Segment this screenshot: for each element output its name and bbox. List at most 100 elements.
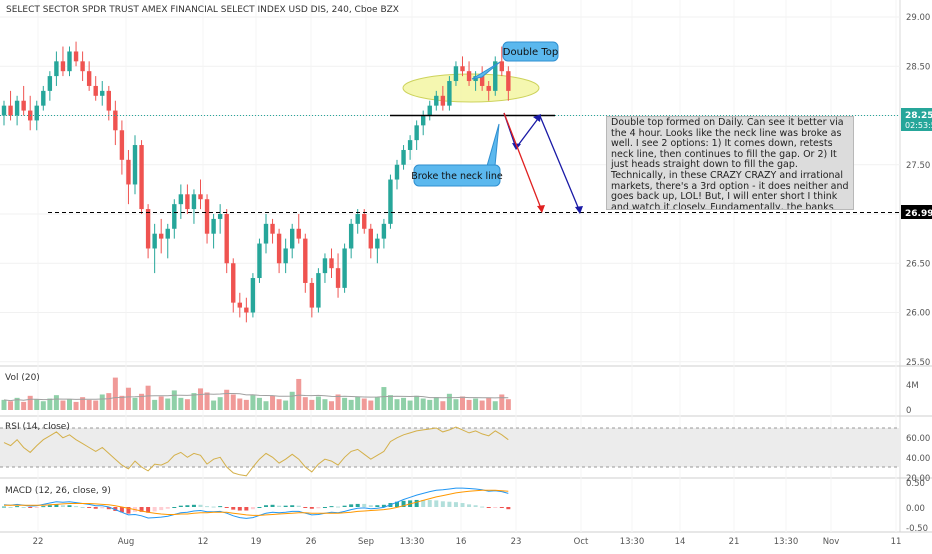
time-tick-label: 13:30 xyxy=(774,537,799,547)
candle-body xyxy=(355,214,360,224)
volume-bar xyxy=(473,398,479,410)
signal-line xyxy=(4,489,509,516)
time-tick-label: Nov xyxy=(823,537,840,547)
candle-body xyxy=(479,76,485,86)
macd-hist-bar xyxy=(119,507,124,513)
volume-bars xyxy=(1,377,511,410)
volume-bar xyxy=(302,397,308,410)
callout-broke-neck[interactable]: Broke the neck line xyxy=(411,123,503,187)
macd-hist-bar xyxy=(205,506,210,508)
candle-body xyxy=(348,223,354,249)
volume-bar xyxy=(125,387,131,410)
volume-bar xyxy=(184,399,190,410)
current-price-label: 28.25 xyxy=(905,111,932,121)
macd-hist-bar xyxy=(316,507,321,509)
candle-body xyxy=(486,85,491,91)
candle-body xyxy=(257,243,262,279)
current-price-bg xyxy=(901,108,932,131)
macd-hist-bar xyxy=(283,505,288,507)
macd-hist-bar xyxy=(106,507,111,510)
volume-bar xyxy=(276,399,282,410)
candle-body xyxy=(54,61,59,77)
candle-body xyxy=(421,115,426,126)
candle-body xyxy=(145,209,151,249)
candle-body xyxy=(60,61,66,72)
macd-hist-bar xyxy=(375,505,380,507)
macd-hist-bar xyxy=(309,507,314,509)
candle-body xyxy=(178,194,184,205)
macd-hist-bar xyxy=(257,507,262,508)
macd-hist-bar xyxy=(303,507,308,508)
volume-bar xyxy=(342,397,348,410)
candle-body xyxy=(270,223,275,234)
volume-bar xyxy=(132,397,138,410)
volume-bar xyxy=(217,397,223,410)
macd-hist-bar xyxy=(427,499,432,507)
time-axis[interactable]: 22 Aug 12 19 26 Sep 13:30 16 23 Oct 13:30 14 21 13:30… xyxy=(33,537,902,547)
volume-bar xyxy=(460,396,465,410)
volume-bar xyxy=(40,401,46,410)
macd-hist-bar xyxy=(74,506,79,508)
volume-bar xyxy=(394,399,400,410)
volume-bar xyxy=(401,397,407,410)
macd-hist-bar xyxy=(172,507,177,508)
macd-hist-bar xyxy=(322,507,327,508)
price-tick-label: 26.50 xyxy=(906,259,930,269)
callout-double-top[interactable]: Double Top xyxy=(471,41,559,80)
macd-tick-zero: 0.00 xyxy=(906,504,925,514)
candle-body xyxy=(263,223,269,244)
macd-hist-bar xyxy=(159,507,164,511)
candle-body xyxy=(244,307,249,313)
candle-body xyxy=(217,214,223,219)
volume-bar xyxy=(427,399,433,410)
volume-bar xyxy=(348,399,354,410)
macd-hist-bar xyxy=(47,505,52,507)
candle-body xyxy=(126,159,131,185)
macd-hist-bar xyxy=(381,504,386,507)
macd-hist-bar xyxy=(224,507,229,508)
time-tick-label: 11 xyxy=(891,537,902,547)
rsi-line xyxy=(3,426,509,477)
candle-body xyxy=(100,90,105,96)
time-tick-label: 19 xyxy=(251,537,262,547)
macd-hist-bar xyxy=(355,503,360,507)
macd-hist-bar xyxy=(506,507,511,510)
volume-bar xyxy=(296,378,302,410)
volume-bar xyxy=(119,395,125,410)
volume-bar xyxy=(466,399,472,410)
candle-body xyxy=(296,228,301,239)
volume-bar xyxy=(453,399,459,410)
candle-body xyxy=(303,238,308,283)
macd-hist-bar xyxy=(146,507,151,513)
macd-hist-bar xyxy=(250,507,255,510)
macd-hist-bar xyxy=(362,503,367,507)
time-tick-label: Aug xyxy=(118,537,135,547)
macd-hist-bar xyxy=(264,505,268,507)
volume-bar xyxy=(420,398,426,410)
candle-body xyxy=(447,81,452,106)
volume-bar xyxy=(230,394,236,410)
macd-hist-bar xyxy=(349,504,354,507)
candles-group xyxy=(1,41,511,323)
macd-hist-bar xyxy=(100,507,105,509)
candle-body xyxy=(342,248,347,288)
candle-body xyxy=(159,233,164,239)
time-tick-label: 16 xyxy=(456,537,467,547)
volume-bar xyxy=(250,395,256,410)
candle-body xyxy=(47,76,53,91)
candle-body xyxy=(407,140,413,150)
macd-hist-bar xyxy=(421,499,426,507)
blue-arrow-path-1 xyxy=(503,112,581,213)
volume-bar xyxy=(34,399,40,410)
volume-bar xyxy=(270,395,276,410)
volume-bar xyxy=(374,397,380,410)
price-axis[interactable]: 29.5029.0028.5028.0027.5027.0026.5026.00… xyxy=(906,0,930,368)
candle-body xyxy=(506,71,511,91)
time-tick-label: 21 xyxy=(729,537,740,547)
macd-hist-bar xyxy=(480,506,485,508)
time-tick-label: 13:30 xyxy=(400,537,425,547)
volume-bar xyxy=(8,401,14,410)
macd-hist-bar xyxy=(152,507,157,512)
